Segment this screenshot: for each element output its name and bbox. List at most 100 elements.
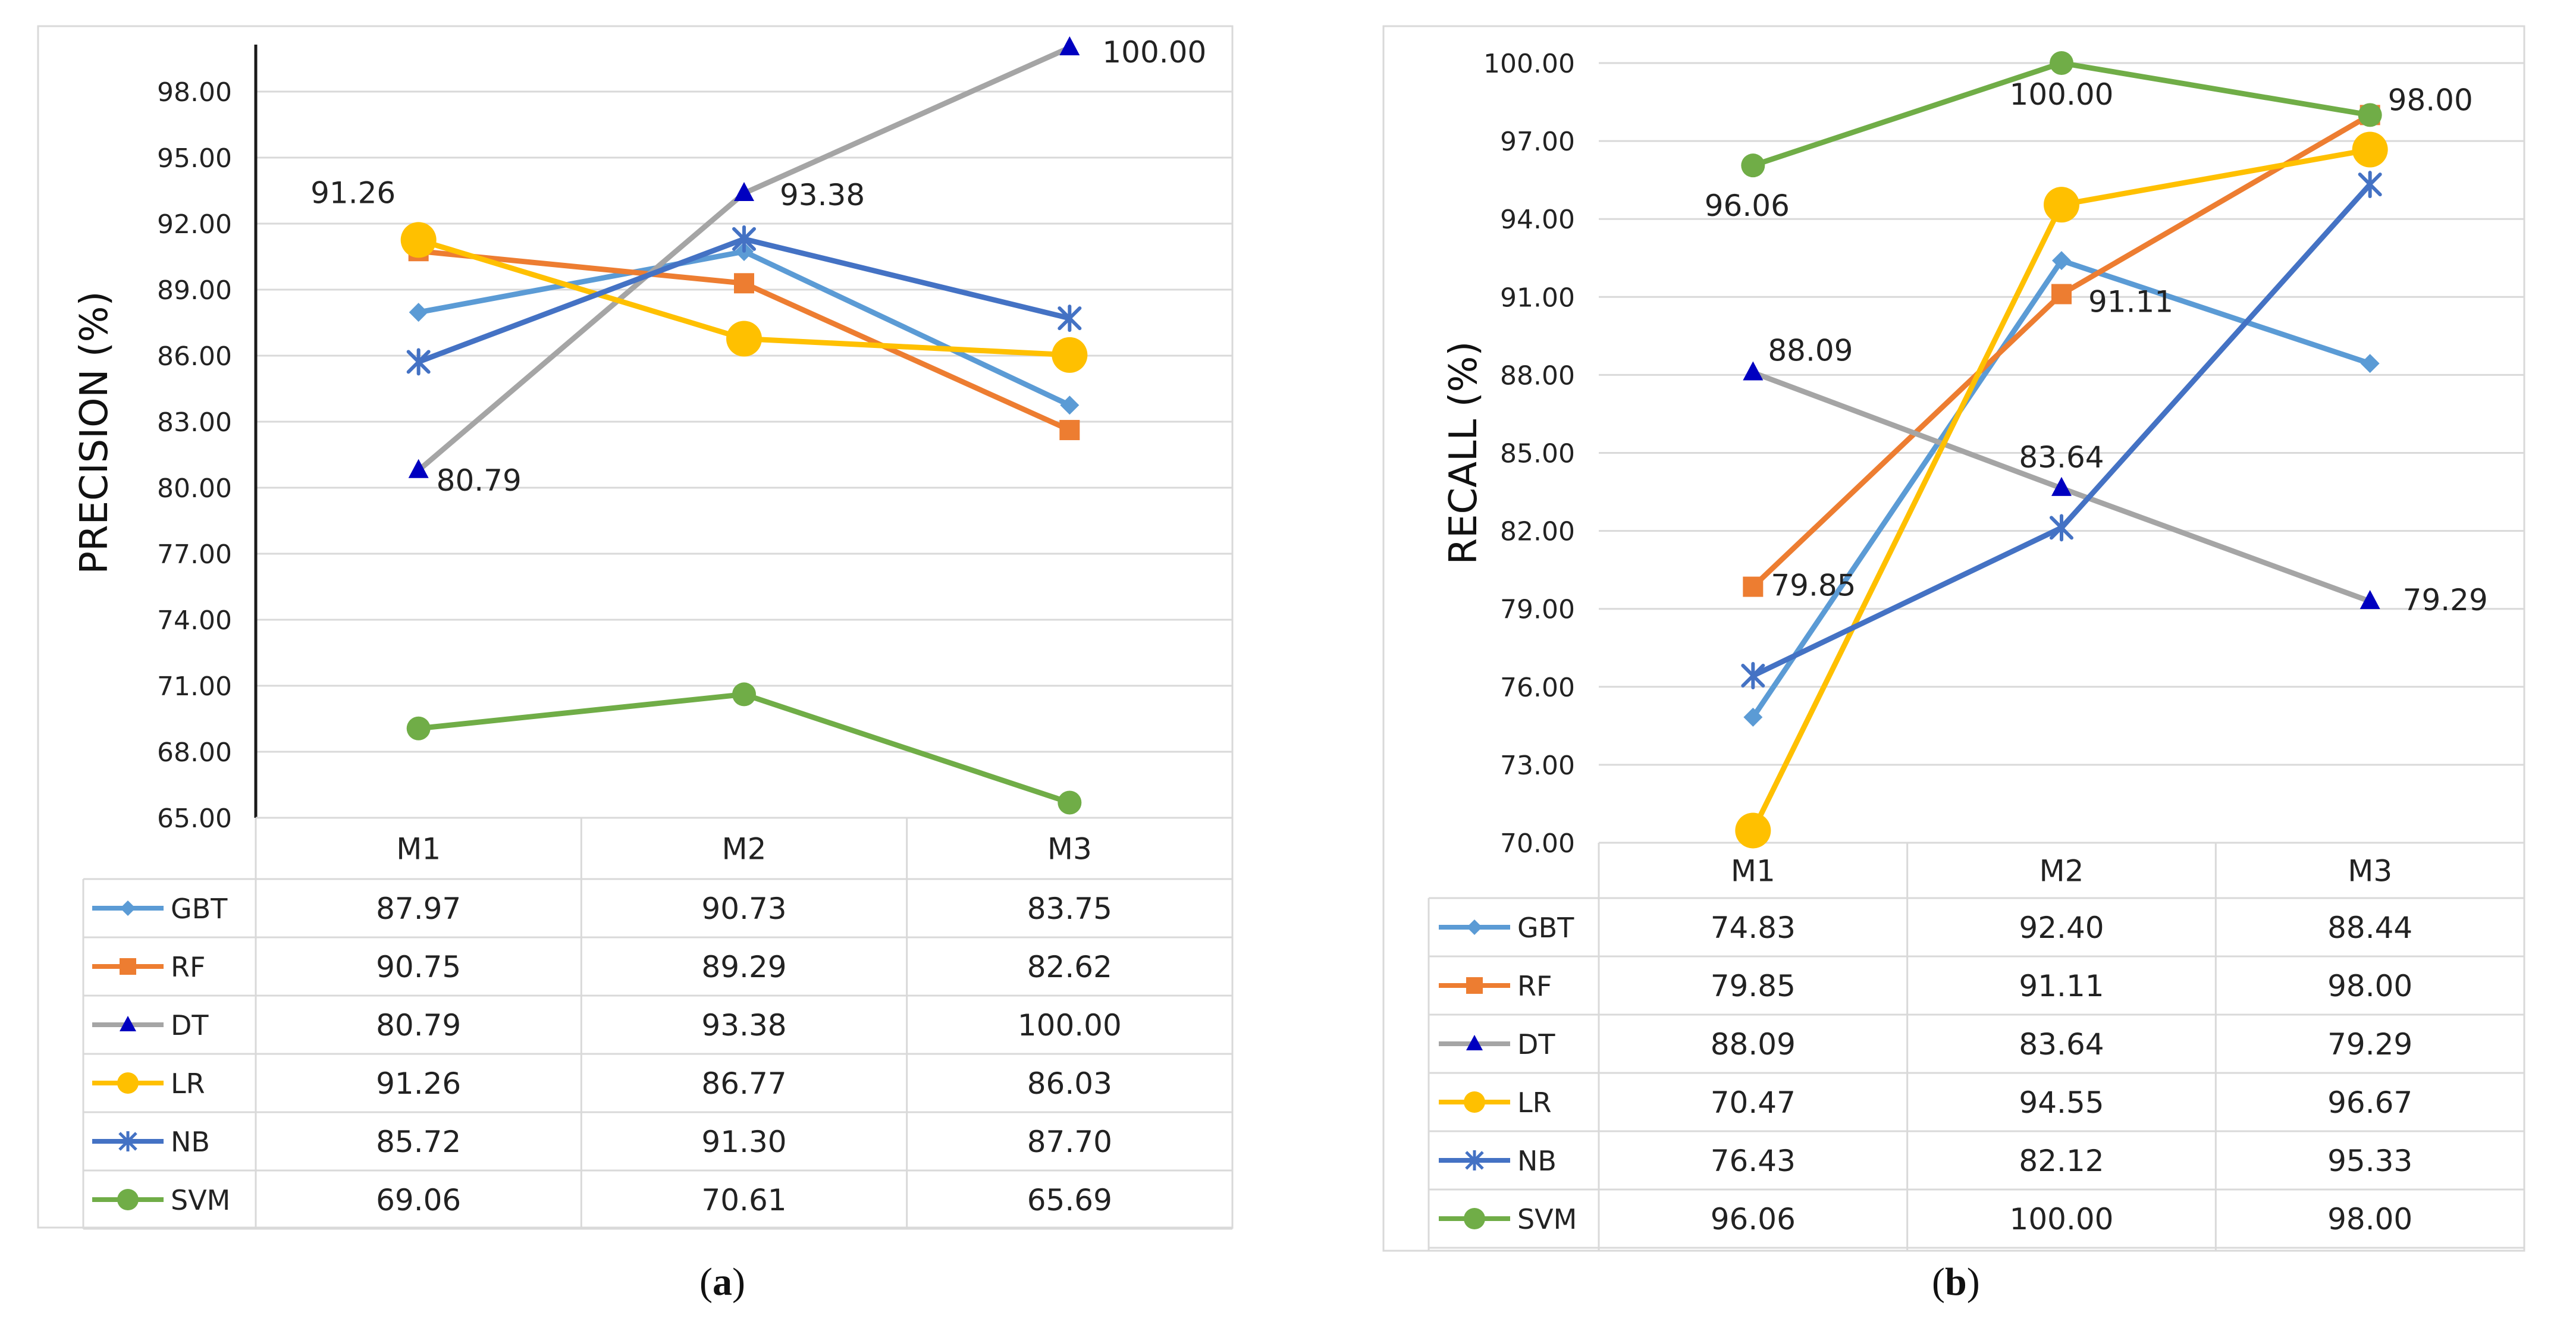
table-cell: 83.75 <box>1027 892 1112 926</box>
data-label: 83.64 <box>2019 440 2104 475</box>
table-cell: 87.70 <box>1027 1125 1112 1159</box>
legend-item-rf: RF <box>1439 970 1552 1002</box>
table-cell: 94.55 <box>2019 1085 2104 1120</box>
legend-item-gbt: GBT <box>92 893 228 925</box>
table-cell: 85.72 <box>376 1125 461 1159</box>
data-label: 100.00 <box>2010 77 2114 112</box>
data-point <box>2050 51 2073 75</box>
legend-item-nb: NB <box>1439 1145 1557 1177</box>
legend-marker <box>120 900 136 916</box>
data-point <box>406 348 431 376</box>
data-label: 93.38 <box>780 178 865 212</box>
y-tick-label: 97.00 <box>1500 127 1575 157</box>
legend-label: SVM <box>1517 1203 1577 1235</box>
y-tick-label: 74.00 <box>157 605 232 636</box>
data-point <box>726 321 762 357</box>
table-cell: 65.69 <box>1027 1183 1112 1217</box>
category-label-m2: M2 <box>722 832 767 867</box>
table-cell: 100.00 <box>1018 1008 1122 1043</box>
category-label-m2: M2 <box>2040 854 2084 889</box>
legend-item-lr: LR <box>92 1068 205 1100</box>
data-point <box>1059 36 1080 55</box>
table-cell: 80.79 <box>376 1008 461 1043</box>
table-cell: 95.33 <box>2327 1144 2412 1178</box>
series-lr <box>1735 131 2388 849</box>
table-cell: 98.00 <box>2327 969 2412 1003</box>
series-gbt <box>1743 251 2380 727</box>
table-cell: 90.73 <box>701 892 786 926</box>
table-cell: 70.61 <box>701 1183 786 1217</box>
data-label: 96.06 <box>1705 189 1790 223</box>
series-svm <box>406 682 1082 815</box>
category-label-m1: M1 <box>1731 854 1775 889</box>
data-point <box>1052 337 1088 373</box>
data-point <box>409 303 428 322</box>
data-point <box>400 222 437 258</box>
table-cell: 82.62 <box>1027 950 1112 984</box>
data-point <box>734 181 754 201</box>
y-tick-label: 83.00 <box>157 407 232 438</box>
data-point <box>2359 590 2380 610</box>
legend-marker <box>1467 919 1482 935</box>
y-tick-label: 68.00 <box>157 737 232 768</box>
legend-label: NB <box>171 1126 210 1158</box>
data-point <box>2051 284 2072 305</box>
table-cell: 88.44 <box>2327 911 2412 945</box>
table-cell: 88.09 <box>1711 1027 1796 1062</box>
category-label-m3: M3 <box>1047 832 1092 867</box>
data-label: 100.00 <box>1102 35 1206 70</box>
series-dt <box>1743 361 2380 610</box>
series-nb <box>1741 171 2382 690</box>
table-cell: 91.30 <box>701 1125 786 1159</box>
table-cell: 74.83 <box>1711 911 1796 945</box>
data-point <box>2358 103 2382 127</box>
legend-label: GBT <box>171 893 228 925</box>
legend-item-nb: NB <box>92 1126 210 1158</box>
data-point <box>1743 707 1763 727</box>
table-cell: 83.64 <box>2019 1027 2104 1062</box>
y-tick-label: 70.00 <box>1500 828 1575 859</box>
legend-marker <box>117 1189 139 1210</box>
series-line <box>418 691 1071 805</box>
legend-marker <box>1464 1208 1485 1229</box>
legend-marker <box>117 1072 139 1094</box>
y-axis-title: RECALL (%) <box>1442 341 1486 565</box>
legend-label: GBT <box>1517 912 1574 944</box>
data-point <box>2360 354 2380 374</box>
data-point <box>1735 812 1771 849</box>
data-point <box>2052 251 2071 271</box>
table-cell: 87.97 <box>376 892 461 926</box>
legend-marker <box>120 958 136 975</box>
table-cell: 76.43 <box>1711 1144 1796 1178</box>
legend-marker <box>1466 1035 1483 1050</box>
legend-marker <box>120 1016 136 1031</box>
table-cell: 79.29 <box>2327 1027 2412 1062</box>
data-label: 79.85 <box>1771 569 1856 603</box>
data-point <box>734 273 754 294</box>
data-point <box>1741 662 1765 690</box>
legend-marker <box>1466 977 1483 994</box>
table-cell: 90.75 <box>376 950 461 984</box>
legend-marker <box>1464 1091 1485 1113</box>
series-svm <box>1741 51 2382 178</box>
table-cell: 100.00 <box>2010 1202 2114 1236</box>
legend-label: DT <box>1517 1028 1555 1060</box>
chart-frame <box>37 25 1234 1229</box>
table-cell: 69.06 <box>376 1183 461 1217</box>
y-tick-label: 76.00 <box>1500 673 1575 703</box>
data-point <box>2051 476 2072 496</box>
table-cell: 82.12 <box>2019 1144 2104 1178</box>
y-tick-label: 77.00 <box>157 539 232 570</box>
data-label: 80.79 <box>437 463 522 498</box>
y-tick-label: 91.00 <box>1500 283 1575 313</box>
chart-frame <box>1382 25 2525 1252</box>
y-tick-label: 71.00 <box>157 671 232 702</box>
table-cell: 79.85 <box>1711 969 1796 1003</box>
table-cell: 91.11 <box>2019 969 2104 1003</box>
y-tick-label: 86.00 <box>157 341 232 372</box>
data-point <box>1743 576 1764 597</box>
legend-item-svm: SVM <box>1439 1203 1577 1235</box>
data-point <box>2358 171 2382 199</box>
table-cell: 86.77 <box>701 1066 786 1101</box>
